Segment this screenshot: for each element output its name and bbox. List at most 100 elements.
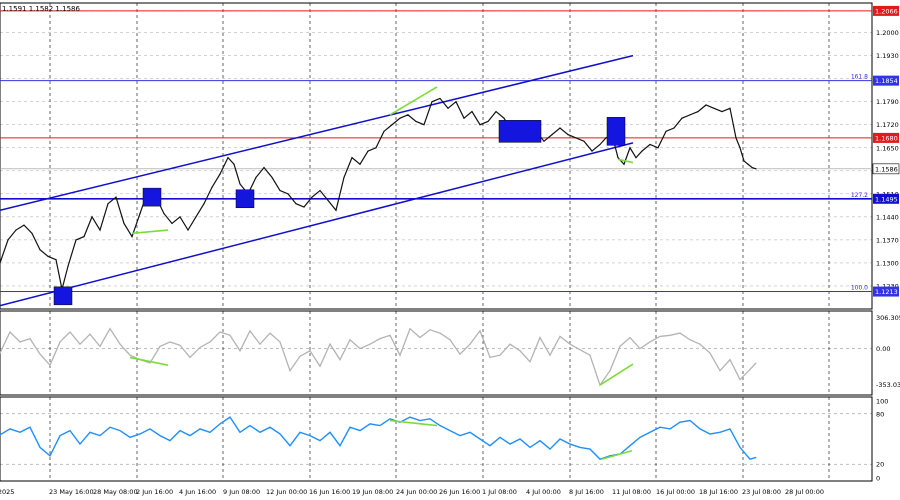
cci-point	[699, 343, 701, 345]
cci-point	[649, 341, 651, 343]
price-point	[7, 239, 9, 241]
x-tick-label: 1 Jul 08:00	[482, 488, 517, 496]
price-point	[83, 236, 85, 238]
cci-point	[489, 356, 491, 358]
price-point	[755, 168, 757, 170]
x-tick-label: 11 Jul 08:00	[612, 488, 651, 496]
cci-point	[509, 343, 511, 345]
rsi-point	[689, 420, 691, 422]
price-point	[439, 97, 441, 100]
price-point	[503, 117, 505, 119]
price-tick-label: 1.1440	[876, 213, 899, 221]
cci-point	[179, 344, 181, 346]
price-point	[31, 232, 33, 234]
cci-point	[309, 350, 311, 352]
price-panel-frame	[0, 2, 873, 310]
chart-header-ohlc: 1.1591 1.1582 1.1586	[2, 5, 80, 13]
cci-tick-label: -353.0351	[876, 381, 900, 389]
rsi-point	[19, 431, 21, 433]
price-point	[287, 193, 289, 195]
price-point	[375, 147, 377, 149]
price-point	[131, 236, 133, 238]
x-tick-label: 4 Jun 16:00	[179, 488, 216, 496]
rsi-point	[209, 431, 211, 433]
cci-point	[169, 341, 171, 343]
price-tick-label: 1.1370	[876, 236, 899, 244]
cci-point	[279, 341, 281, 343]
rsi-point	[755, 456, 757, 458]
x-tick-label: 2 Jun 16:00	[136, 488, 173, 496]
cci-point	[409, 328, 411, 330]
rsi-point	[509, 443, 511, 445]
price-point	[605, 137, 607, 139]
cci-point	[619, 345, 621, 347]
price-point	[391, 124, 393, 126]
cci-tick-label: 0.00	[876, 345, 890, 353]
cci-point	[99, 345, 101, 347]
rsi-point	[199, 428, 201, 430]
cci-point	[299, 355, 301, 357]
rsi-point	[349, 426, 351, 428]
price-point	[211, 186, 213, 188]
rsi-point	[329, 431, 331, 433]
rsi-point	[369, 423, 371, 425]
price-point	[47, 255, 49, 257]
price-point	[657, 147, 659, 149]
cci-point	[359, 348, 361, 350]
rsi-point	[179, 430, 181, 432]
price-point	[751, 166, 753, 169]
price-point	[295, 203, 297, 205]
rsi-point	[269, 426, 271, 428]
rsi-point	[109, 426, 111, 428]
rsi-tick-label: 20	[876, 461, 884, 469]
cci-point	[419, 337, 421, 339]
rsi-point	[479, 438, 481, 440]
cci-point	[219, 331, 221, 333]
cci-point	[89, 333, 91, 335]
cci-point	[389, 334, 391, 336]
price-point	[591, 150, 593, 152]
x-tick-label: 23 Jul 08:00	[742, 488, 781, 496]
rsi-point	[699, 428, 701, 430]
price-point	[735, 137, 737, 139]
cci-point	[369, 343, 371, 345]
rsi-divergence-line	[601, 449, 633, 460]
price-point	[567, 134, 569, 136]
channel-upper-line	[0, 54, 634, 212]
rsi-point	[249, 425, 251, 427]
price-point	[319, 189, 321, 192]
level-price-label: 1.1213	[875, 288, 898, 296]
price-point	[343, 176, 345, 178]
signal-box	[53, 286, 73, 306]
price-point	[673, 127, 675, 129]
cci-point	[739, 379, 741, 381]
cci-point	[9, 331, 11, 333]
cci-point	[449, 339, 451, 341]
level-price-tag	[873, 5, 899, 16]
price-tick-label: 1.1790	[876, 98, 899, 106]
cci-point	[0, 352, 1, 354]
price-point	[303, 206, 305, 208]
cci-point	[729, 359, 731, 361]
rsi-point	[169, 440, 171, 442]
rsi-point	[229, 416, 231, 418]
rsi-point	[669, 428, 671, 430]
rsi-point	[449, 430, 451, 432]
cci-point	[679, 332, 681, 334]
price-point	[423, 124, 425, 126]
cci-point	[259, 343, 261, 345]
price-point	[255, 176, 257, 178]
x-tick-label: 19 Jun 08:00	[352, 488, 393, 496]
price-point	[39, 249, 41, 251]
rsi-point	[409, 416, 411, 418]
rsi-point	[649, 431, 651, 433]
rsi-point	[379, 425, 381, 427]
price-point	[689, 114, 691, 116]
rsi-point	[289, 445, 291, 447]
rsi-point	[459, 435, 461, 437]
x-tick-label: 23 May 16:00	[49, 488, 94, 496]
cci-point	[39, 353, 41, 355]
rsi-point	[599, 458, 601, 460]
rsi-point	[719, 431, 721, 433]
rsi-point	[579, 446, 581, 448]
